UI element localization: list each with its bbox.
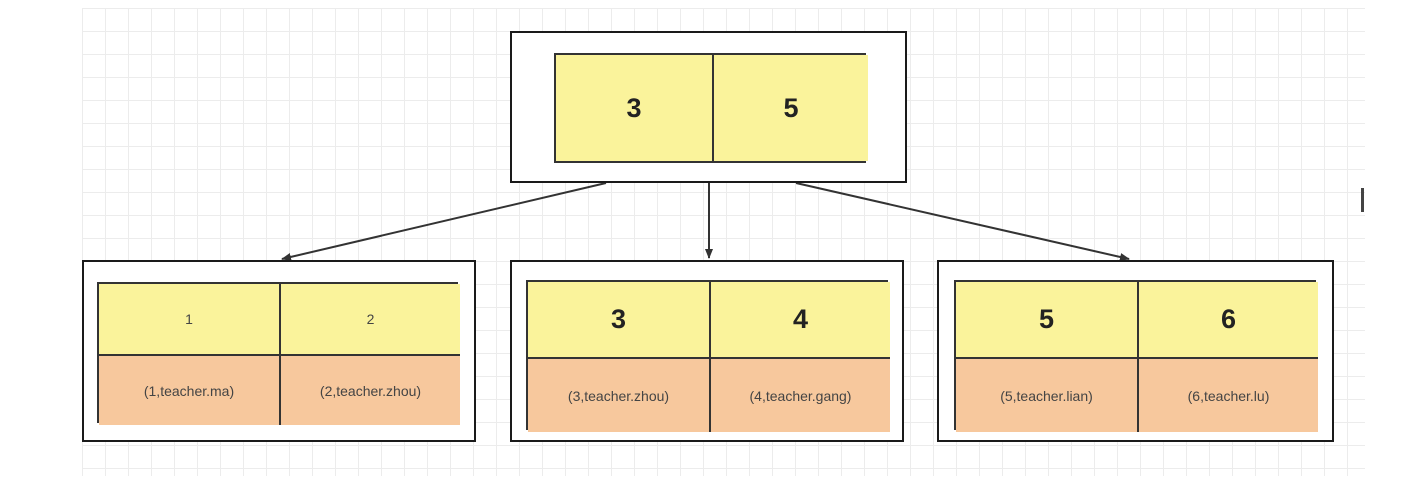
leaf-key-cell: 1 [99,284,279,354]
leaf-2-cells: 3 4 (3,teacher.zhou) (4,teacher.gang) [526,280,890,432]
leaf-1-cells: 1 2 (1,teacher.ma) (2,teacher.zhou) [97,282,460,425]
leaf-key-cell: 6 [1137,282,1318,357]
root-key-cell: 5 [712,55,868,161]
leaf-key-cell: 3 [528,282,709,357]
leaf-record-cell: (4,teacher.gang) [709,357,890,432]
root-key-cell: 3 [556,55,712,161]
leaf-key-cell: 5 [956,282,1137,357]
leaf-record-cell: (2,teacher.zhou) [279,354,460,425]
leaf-key-cell: 2 [279,284,460,354]
leaf-record-cell: (6,teacher.lu) [1137,357,1318,432]
leaf-3-cells: 5 6 (5,teacher.lian) (6,teacher.lu) [954,280,1318,432]
cursor-mark [1361,188,1364,212]
root-key-row: 3 5 [554,53,868,163]
leaf-record-cell: (1,teacher.ma) [99,354,279,425]
leaf-record-cell: (5,teacher.lian) [956,357,1137,432]
leaf-key-cell: 4 [709,282,890,357]
leaf-record-cell: (3,teacher.zhou) [528,357,709,432]
